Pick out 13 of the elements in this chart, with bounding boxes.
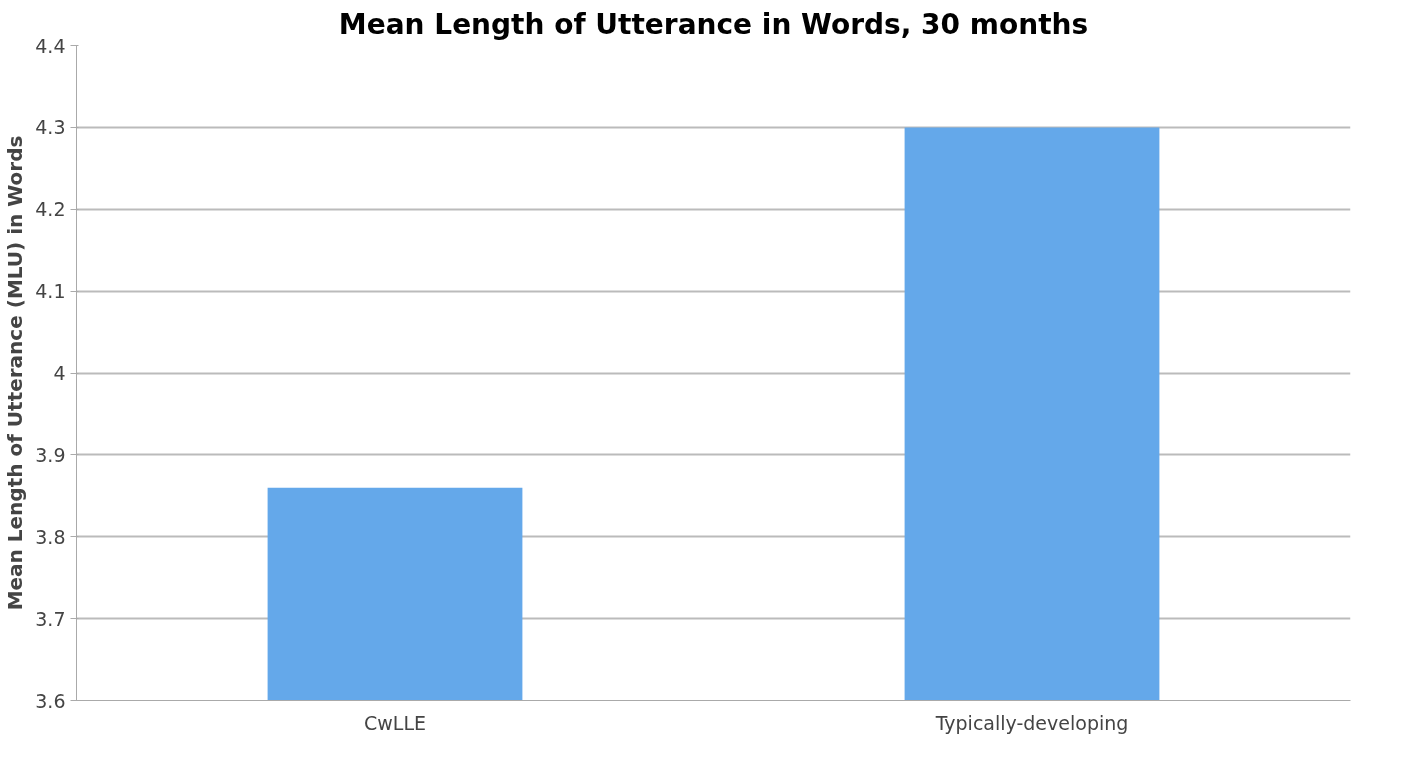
x-tick-label: Typically-developing: [934, 711, 1129, 734]
y-tick-label: 3.6: [35, 689, 66, 712]
y-tick-label: 3.9: [35, 443, 66, 466]
y-tick-label: 4.4: [35, 34, 66, 57]
y-tick-label: 4.1: [35, 280, 66, 303]
chart-title: Mean Length of Utterance in Words, 30 months: [338, 7, 1089, 41]
y-tick-label: 3.8: [35, 525, 66, 548]
x-tick-label: CwLLE: [364, 711, 426, 734]
y-tick-label: 4.2: [35, 198, 66, 221]
y-axis-title: Mean Length of Utterance (MLU) in Words: [3, 135, 28, 611]
y-tick-label: 3.7: [35, 607, 66, 630]
y-tick-label: 4.3: [35, 116, 66, 139]
y-tick-label: 4: [53, 362, 66, 384]
